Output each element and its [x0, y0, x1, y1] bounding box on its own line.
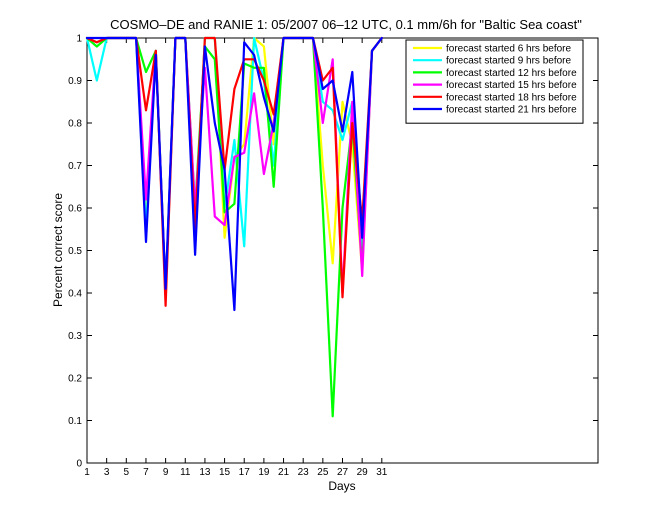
x-tick-label: 3 — [104, 467, 110, 478]
y-tick-label: 0.2 — [68, 374, 82, 385]
y-tick-label: 0.5 — [68, 246, 82, 257]
chart-title: COSMO–DE and RANIE 1: 05/2007 06–12 UTC,… — [110, 17, 582, 32]
y-tick-label: 0 — [76, 459, 82, 470]
x-tick-label: 19 — [258, 467, 270, 478]
x-tick-label: 9 — [163, 467, 169, 478]
x-tick-label: 31 — [376, 467, 388, 478]
x-axis-label: Days — [328, 479, 355, 493]
x-tick-label: 21 — [278, 467, 290, 478]
series-layer — [85, 36, 383, 418]
x-tick-label: 23 — [298, 467, 310, 478]
x-tick-label: 13 — [199, 467, 211, 478]
legend-label-6: forecast started 21 hrs before — [446, 105, 577, 116]
x-tick-label: 29 — [357, 467, 369, 478]
y-axis: 0 0.1 0.2 0.3 0.4 0.5 0.6 0.7 0.8 0.9 1 — [68, 34, 598, 470]
x-tick-label: 15 — [219, 467, 231, 478]
y-tick-label: 0.7 — [68, 161, 82, 172]
x-tick-label: 7 — [143, 467, 149, 478]
x-tick-label: 27 — [337, 467, 349, 478]
x-tick-label: 17 — [239, 467, 251, 478]
x-tick-label: 25 — [317, 467, 329, 478]
legend-label-2: forecast started 9 hrs before — [446, 56, 572, 67]
y-axis-label: Percent correct score — [51, 193, 65, 307]
y-tick-label: 0.8 — [68, 119, 82, 130]
legend-label-1: forecast started 6 hrs before — [446, 44, 572, 55]
legend-label-3: forecast started 12 hrs before — [446, 68, 577, 79]
y-tick-label: 1 — [76, 34, 82, 45]
y-tick-label: 0.1 — [68, 416, 82, 427]
y-tick-label: 0.6 — [68, 204, 82, 215]
series-line-6 — [85, 36, 383, 312]
y-tick-label: 0.9 — [68, 76, 82, 87]
x-tick-label: 5 — [124, 467, 130, 478]
y-tick-label: 0.4 — [68, 289, 82, 300]
x-tick-label: 1 — [84, 467, 90, 478]
legend-label-4: forecast started 15 hrs before — [446, 80, 577, 91]
legend-label-5: forecast started 18 hrs before — [446, 92, 577, 103]
x-tick-label: 11 — [180, 467, 191, 478]
y-tick-label: 0.3 — [68, 331, 82, 342]
